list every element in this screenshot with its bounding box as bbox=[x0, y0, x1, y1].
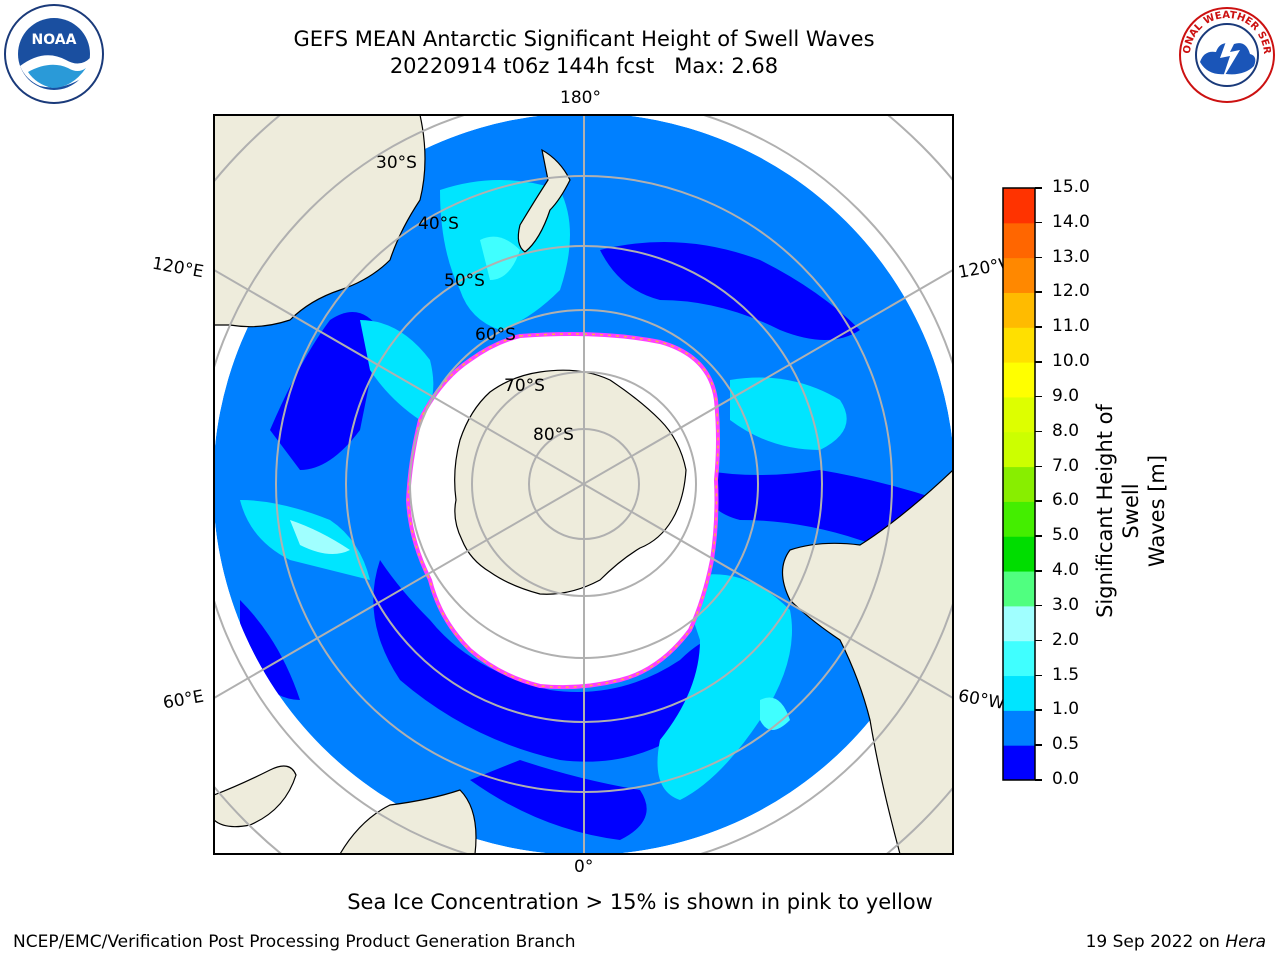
noaa-logo: NOAA bbox=[4, 4, 104, 104]
colorbar-tick-label: 15.0 bbox=[1052, 177, 1090, 197]
colorbar-tick-label: 0.5 bbox=[1052, 734, 1080, 755]
latitude-label-50s: 50°S bbox=[444, 271, 485, 291]
colorbar-tick-mark bbox=[1035, 291, 1042, 293]
africa-landmass bbox=[339, 789, 477, 854]
colorbar-tick-mark bbox=[1035, 779, 1042, 781]
colorbar-tick-mark bbox=[1035, 187, 1042, 189]
footer-date-text: 19 Sep 2022 on bbox=[1085, 932, 1220, 952]
colorbar-swatch bbox=[1003, 745, 1035, 781]
colorbar-tick-label: 0.0 bbox=[1052, 769, 1080, 789]
colorbar-swatch bbox=[1003, 188, 1035, 224]
colorbar-swatch bbox=[1003, 536, 1035, 572]
colorbar-tick-mark bbox=[1035, 465, 1042, 468]
colorbar-tick-label: 9.0 bbox=[1052, 385, 1080, 406]
colorbar-tick-label: 1.0 bbox=[1052, 699, 1080, 720]
meridian-lines bbox=[214, 115, 953, 854]
longitude-label-0: 0° bbox=[574, 857, 594, 877]
colorbar-swatch bbox=[1003, 466, 1035, 502]
colorbar-tick-mark bbox=[1035, 535, 1042, 537]
map-subtitle: 20220914 t06z 144h fcst Max: 2.68 bbox=[389, 54, 779, 78]
colorbar-tick-label: 12.0 bbox=[1052, 281, 1090, 302]
colorbar-tick-label: 5.0 bbox=[1052, 525, 1080, 546]
colorbar-tick-mark bbox=[1035, 744, 1042, 746]
colorbar-swatch bbox=[1003, 222, 1035, 259]
colorbar-tick-mark bbox=[1035, 604, 1042, 607]
colorbar bbox=[1002, 187, 1036, 781]
noaa-logo-text: NOAA bbox=[32, 32, 77, 48]
footer-credit: NCEP/EMC/Verification Post Processing Pr… bbox=[13, 932, 576, 952]
colorbar-swatch bbox=[1003, 640, 1035, 677]
colorbar-tick-label: 13.0 bbox=[1052, 246, 1090, 267]
colorbar-tick-mark bbox=[1035, 256, 1042, 259]
colorbar-tick-mark bbox=[1035, 674, 1042, 677]
latitude-label-80s: 80°S bbox=[533, 425, 574, 445]
footer-host: Hera bbox=[1225, 932, 1266, 952]
colorbar-tick-mark bbox=[1035, 570, 1042, 572]
map-title: GEFS MEAN Antarctic Significant Height o… bbox=[293, 27, 875, 51]
colorbar-swatch bbox=[1003, 675, 1035, 711]
colorbar-tick-label: 7.0 bbox=[1052, 455, 1080, 476]
sea-ice-note: Sea Ice Concentration > 15% is shown in … bbox=[347, 890, 933, 914]
colorbar-tick-label: 14.0 bbox=[1052, 211, 1090, 232]
latitude-label-40s: 40°S bbox=[418, 214, 459, 234]
new-zealand-landmass bbox=[517, 148, 571, 253]
colorbar-tick-label: 10.0 bbox=[1052, 351, 1090, 372]
colorbar-swatch bbox=[1003, 257, 1035, 293]
latitude-label-30s: 30°S bbox=[376, 153, 417, 173]
colorbar-swatch bbox=[1003, 362, 1035, 398]
antarctica-landmass bbox=[454, 369, 687, 595]
colorbar-tick-label: 3.0 bbox=[1052, 594, 1080, 615]
colorbar-tick-label: 6.0 bbox=[1052, 490, 1080, 511]
australia-landmass bbox=[214, 115, 426, 328]
colorbar-tick-mark bbox=[1035, 395, 1042, 398]
colorbar-tick-label: 1.5 bbox=[1052, 664, 1080, 685]
colorbar-label: Significant Height of Swell Waves [m] bbox=[1092, 381, 1170, 641]
colorbar-label-line1: Significant Height of Swell bbox=[1093, 404, 1143, 618]
colorbar-tick-mark bbox=[1035, 709, 1042, 711]
map-frame bbox=[213, 114, 954, 855]
nws-logo: NATIONAL WEATHER SERVICE bbox=[1178, 6, 1275, 103]
latitude-label-70s: 70°S bbox=[504, 376, 545, 396]
colorbar-tick-mark bbox=[1035, 361, 1042, 363]
colorbar-swatch bbox=[1003, 327, 1035, 363]
colorbar-swatch bbox=[1003, 292, 1035, 328]
colorbar-tick-mark bbox=[1035, 639, 1042, 642]
longitude-label-180: 180° bbox=[560, 88, 601, 108]
colorbar-swatch bbox=[1003, 396, 1035, 433]
colorbar-tick-mark bbox=[1035, 326, 1042, 328]
colorbar-tick-label: 11.0 bbox=[1052, 316, 1090, 337]
colorbar-swatch bbox=[1003, 431, 1035, 468]
colorbar-tick-label: 4.0 bbox=[1052, 560, 1080, 581]
colorbar-swatch bbox=[1003, 501, 1035, 537]
colorbar-label-line2: Waves [m] bbox=[1145, 454, 1169, 568]
colorbar-tick-label: 8.0 bbox=[1052, 420, 1080, 441]
colorbar-swatch bbox=[1003, 605, 1035, 642]
colorbar-tick-label: 2.0 bbox=[1052, 629, 1080, 650]
colorbar-tick-mark bbox=[1035, 500, 1042, 502]
colorbar-tick-mark bbox=[1035, 430, 1042, 433]
colorbar-swatch bbox=[1003, 710, 1035, 746]
colorbar-tick-mark bbox=[1035, 221, 1042, 224]
footer-date: 19 Sep 2022 on Hera bbox=[1086, 932, 1266, 952]
latitude-label-60s: 60°S bbox=[475, 325, 516, 345]
colorbar-swatch bbox=[1003, 571, 1035, 607]
